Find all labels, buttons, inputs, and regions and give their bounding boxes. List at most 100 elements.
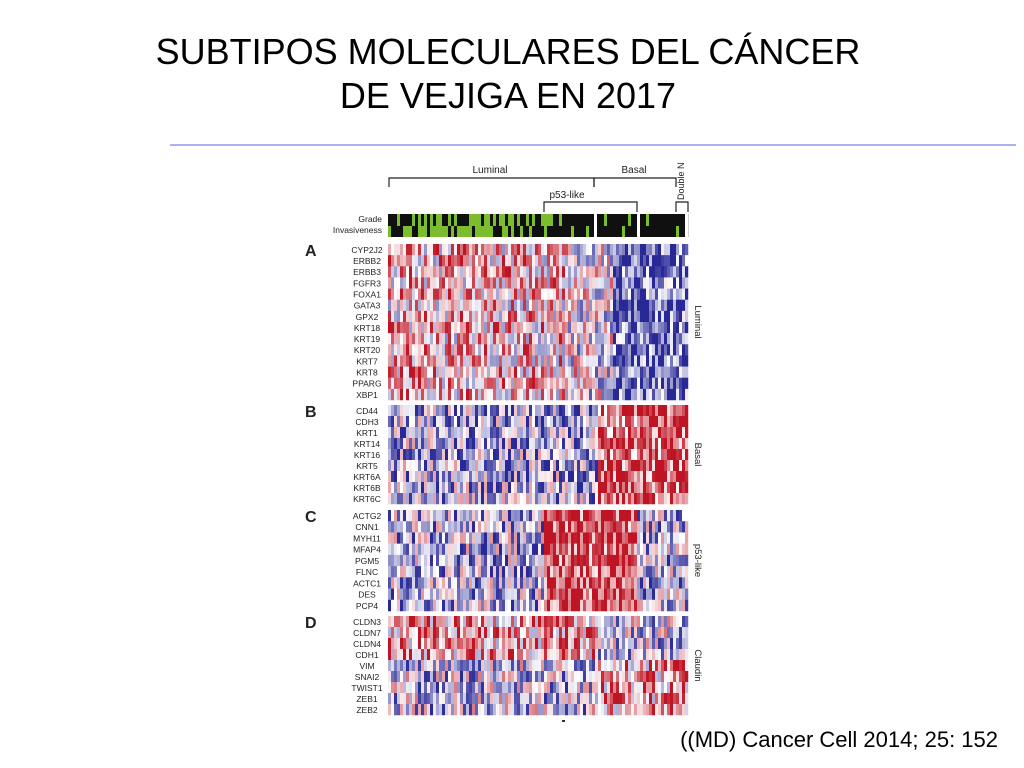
heatmap-cell — [577, 460, 581, 472]
heatmap-cell — [625, 366, 629, 378]
heatmap-cell — [427, 660, 431, 672]
heatmap-cell — [559, 416, 563, 428]
heatmap-cell — [526, 554, 530, 567]
heatmap-cell — [427, 427, 431, 439]
heatmap-cell — [649, 649, 653, 661]
heatmap-cell — [442, 532, 446, 544]
heatmap-cell — [541, 616, 545, 628]
heatmap-cell — [397, 310, 401, 323]
heatmap-cell — [592, 599, 596, 612]
heatmap-cell — [586, 693, 590, 705]
heatmap-cell — [574, 405, 578, 417]
heatmap-cell — [457, 577, 461, 589]
heatmap-cell — [460, 244, 464, 256]
heatmap-cell — [502, 288, 506, 300]
heatmap-cell — [511, 366, 515, 378]
heatmap-cell — [451, 405, 455, 417]
heatmap-cell — [598, 405, 602, 417]
heatmap-cell — [550, 599, 554, 612]
gene-label: PGM5 — [355, 556, 379, 566]
heatmap-cell — [439, 627, 443, 639]
heatmap-cell — [478, 627, 482, 639]
heatmap-cell — [478, 599, 482, 612]
heatmap-cell — [397, 427, 401, 439]
heatmap-cell — [394, 521, 398, 533]
heatmap-cell — [607, 588, 611, 601]
heatmap-cell — [679, 566, 683, 578]
heatmap-cell — [610, 577, 614, 589]
heatmap-cell — [553, 460, 557, 472]
heatmap-cell — [559, 543, 563, 556]
heatmap-cell — [448, 493, 452, 505]
heatmap-cell — [529, 288, 533, 300]
gene-label: KRT5 — [356, 461, 378, 471]
heatmap-cell — [448, 266, 452, 278]
heatmap-cell — [535, 599, 539, 612]
grade-cell — [556, 214, 560, 226]
heatmap-cell — [655, 438, 659, 450]
heatmap-cell — [427, 344, 431, 356]
heatmap-cell — [460, 482, 464, 494]
heatmap-cell — [538, 482, 542, 494]
heatmap-cell — [445, 244, 449, 256]
heatmap-cell — [547, 543, 551, 556]
heatmap-cell — [565, 355, 569, 367]
heatmap-cell — [397, 704, 401, 716]
heatmap-cell — [667, 388, 671, 401]
heatmap-cell — [430, 577, 434, 589]
heatmap-cell — [574, 682, 578, 694]
heatmap-cell — [679, 244, 683, 256]
heatmap-cell — [481, 627, 485, 639]
heatmap-cell — [496, 244, 500, 256]
heatmap-cell — [673, 627, 677, 639]
heatmap-cell — [580, 333, 584, 345]
heatmap-cell — [520, 627, 524, 639]
heatmap-cell — [484, 266, 488, 278]
heatmap-cell — [514, 288, 518, 300]
heatmap-cell — [511, 616, 515, 628]
heatmap-cell — [610, 554, 614, 567]
heatmap-cell — [421, 344, 425, 356]
heatmap-cell — [586, 449, 590, 461]
heatmap-cell — [487, 449, 491, 461]
heatmap-cell — [601, 693, 605, 705]
heatmap-cell — [463, 554, 467, 567]
grade-cell — [607, 214, 611, 226]
heatmap-cell — [445, 388, 449, 401]
heatmap-cell — [490, 244, 494, 256]
gene-label: MFAP4 — [353, 545, 381, 555]
heatmap-cell — [463, 577, 467, 589]
heatmap-cell — [469, 566, 473, 578]
heatmap-cell — [394, 660, 398, 672]
grade-cell — [478, 214, 482, 226]
invasiveness-cell — [544, 226, 548, 237]
heatmap-cell — [574, 543, 578, 556]
heatmap-cell — [601, 566, 605, 578]
heatmap-cell — [637, 299, 641, 312]
heatmap-cell — [673, 693, 677, 705]
heatmap-cell — [391, 277, 395, 289]
heatmap-cell — [490, 427, 494, 439]
heatmap-cell — [520, 660, 524, 672]
heatmap-cell — [529, 510, 533, 522]
heatmap-cell — [439, 299, 443, 312]
invasiveness-cell — [439, 226, 443, 237]
invasiveness-cell — [628, 226, 632, 237]
heatmap-cell — [655, 510, 659, 522]
heatmap-cell — [670, 660, 674, 672]
heatmap-cell — [427, 671, 431, 683]
heatmap-cell — [586, 460, 590, 472]
heatmap-cell — [481, 377, 485, 390]
heatmap-cell — [649, 355, 653, 367]
heatmap-cell — [403, 416, 407, 428]
heatmap-cell — [622, 344, 626, 356]
heatmap-cell — [535, 566, 539, 578]
heatmap-cell — [643, 543, 647, 556]
heatmap-cell — [652, 627, 656, 639]
heatmap-cell — [559, 244, 563, 256]
grade-cell — [409, 214, 413, 226]
heatmap-cell — [442, 638, 446, 650]
heatmap-cell — [523, 543, 527, 556]
heatmap-cell — [418, 344, 422, 356]
heatmap-cell — [394, 471, 398, 483]
